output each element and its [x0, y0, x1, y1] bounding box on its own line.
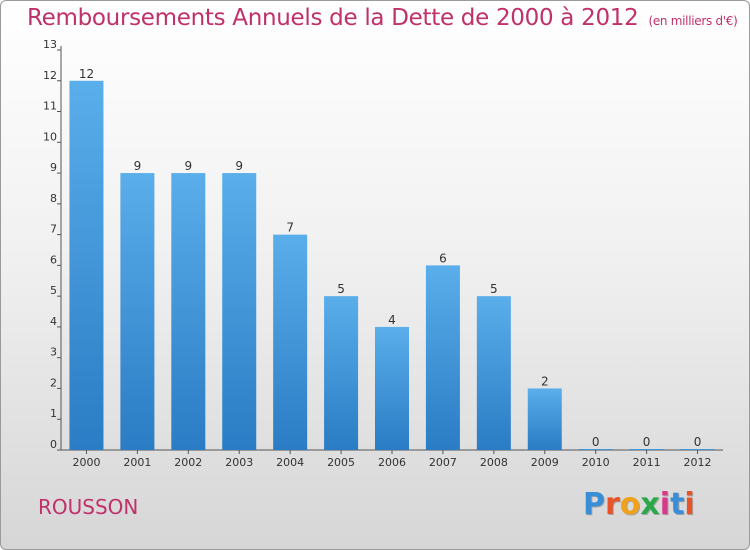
bar: [69, 80, 104, 451]
data-label: 2: [541, 374, 549, 388]
data-label: 9: [235, 159, 243, 173]
x-tick-label: 2000: [72, 456, 100, 469]
x-tick-label: 2001: [123, 456, 151, 469]
x-tick-label: 2004: [276, 456, 304, 469]
y-tick-label: 13: [43, 38, 57, 51]
brand-letter: x: [640, 487, 660, 522]
bar: [222, 173, 257, 451]
data-label: 7: [286, 221, 294, 235]
bar: [476, 296, 511, 450]
y-tick-label: 10: [43, 130, 57, 143]
y-tick-label: 2: [50, 376, 57, 389]
data-label: 5: [337, 282, 345, 296]
y-tick-label: 4: [50, 315, 57, 328]
chart-bars: [69, 80, 715, 451]
chart-labels: 2000122001920029200392004720055200642007…: [72, 67, 711, 469]
chart-title-text: Remboursements Annuels de la Dette de 20…: [27, 5, 639, 31]
y-tick-label: 0: [50, 438, 57, 451]
brand-letter: i: [684, 487, 695, 522]
x-tick-label: 2008: [480, 456, 508, 469]
y-tick-label: 5: [50, 284, 57, 297]
bar: [527, 388, 562, 450]
brand-logo: Proxiti: [583, 487, 695, 522]
bar: [120, 173, 155, 451]
y-tick-label: 7: [50, 223, 57, 236]
bar: [425, 265, 460, 450]
brand-letter: r: [605, 487, 620, 522]
place-name: ROUSSON: [38, 495, 139, 519]
data-label: 6: [439, 251, 447, 265]
x-tick-label: 2011: [633, 456, 661, 469]
bar: [324, 296, 359, 450]
brand-letter: P: [583, 487, 605, 522]
bar: [629, 449, 664, 450]
bar: [578, 449, 613, 450]
x-tick-label: 2012: [684, 456, 712, 469]
x-tick-label: 2002: [174, 456, 202, 469]
y-tick-label: 11: [43, 100, 57, 113]
data-label: 5: [490, 282, 498, 296]
brand-letter: t: [670, 487, 685, 522]
bar: [375, 326, 409, 450]
data-label: 9: [134, 159, 142, 173]
y-tick-label: 3: [50, 346, 57, 359]
x-tick-label: 2005: [327, 456, 355, 469]
chart-unit: (en milliers d'€): [648, 14, 738, 28]
y-tick-label: 9: [50, 161, 57, 174]
y-tick-label: 8: [50, 192, 57, 205]
chart-title: Remboursements Annuels de la Dette de 20…: [27, 5, 738, 31]
y-tick-label: 6: [50, 253, 57, 266]
data-label: 12: [79, 67, 94, 81]
bar: [273, 234, 308, 450]
data-label: 4: [388, 313, 396, 327]
y-tick-label: 1: [50, 407, 57, 420]
bar: [680, 449, 715, 450]
brand-letter: i: [659, 487, 671, 522]
x-tick-label: 2003: [225, 456, 253, 469]
brand-letter: o: [619, 487, 641, 522]
x-tick-label: 2010: [582, 456, 610, 469]
data-label: 0: [694, 435, 702, 449]
data-label: 0: [592, 435, 600, 449]
x-tick-label: 2009: [531, 456, 559, 469]
data-label: 9: [184, 159, 192, 173]
y-tick-label: 12: [43, 69, 57, 82]
bar: [171, 173, 206, 451]
data-label: 0: [643, 435, 651, 449]
x-tick-label: 2006: [378, 456, 406, 469]
x-tick-label: 2007: [429, 456, 457, 469]
